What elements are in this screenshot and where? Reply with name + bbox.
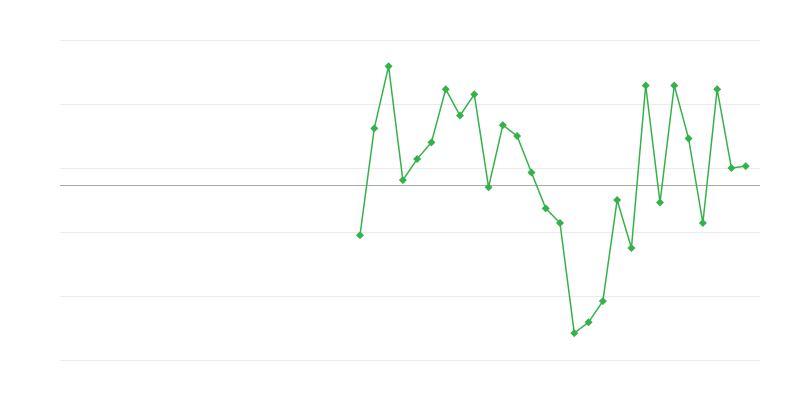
- data-point-marker: [470, 90, 479, 99]
- data-point-marker: [527, 168, 536, 177]
- gridlines: [60, 40, 760, 361]
- data-point-marker: [484, 183, 493, 192]
- data-point-marker: [356, 231, 364, 240]
- data-point-marker: [727, 164, 736, 172]
- data-point-marker: [513, 132, 522, 140]
- data-point-marker: [541, 204, 550, 213]
- data-point-marker: [741, 162, 750, 171]
- series-group: [356, 62, 750, 338]
- data-point-marker: [684, 134, 693, 143]
- data-point-marker: [498, 121, 507, 130]
- data-point-marker: [456, 111, 464, 120]
- data-point-marker: [556, 219, 564, 228]
- data-point-marker: [398, 176, 407, 185]
- data-point-marker: [584, 318, 593, 327]
- series-line: [359, 66, 746, 335]
- data-point-marker: [384, 62, 393, 71]
- data-point-marker: [613, 196, 622, 204]
- data-point-marker: [713, 85, 722, 94]
- data-point-marker: [427, 138, 436, 147]
- data-point-marker: [598, 297, 607, 306]
- data-point-marker: [441, 85, 450, 94]
- data-point-marker: [656, 198, 664, 207]
- data-point-marker: [370, 124, 379, 133]
- data-point-marker: [570, 329, 579, 338]
- data-point-marker: [627, 244, 636, 252]
- data-point-marker: [670, 81, 679, 90]
- data-point-marker: [413, 155, 422, 164]
- data-point-marker: [698, 219, 707, 228]
- data-point-marker: [641, 81, 650, 90]
